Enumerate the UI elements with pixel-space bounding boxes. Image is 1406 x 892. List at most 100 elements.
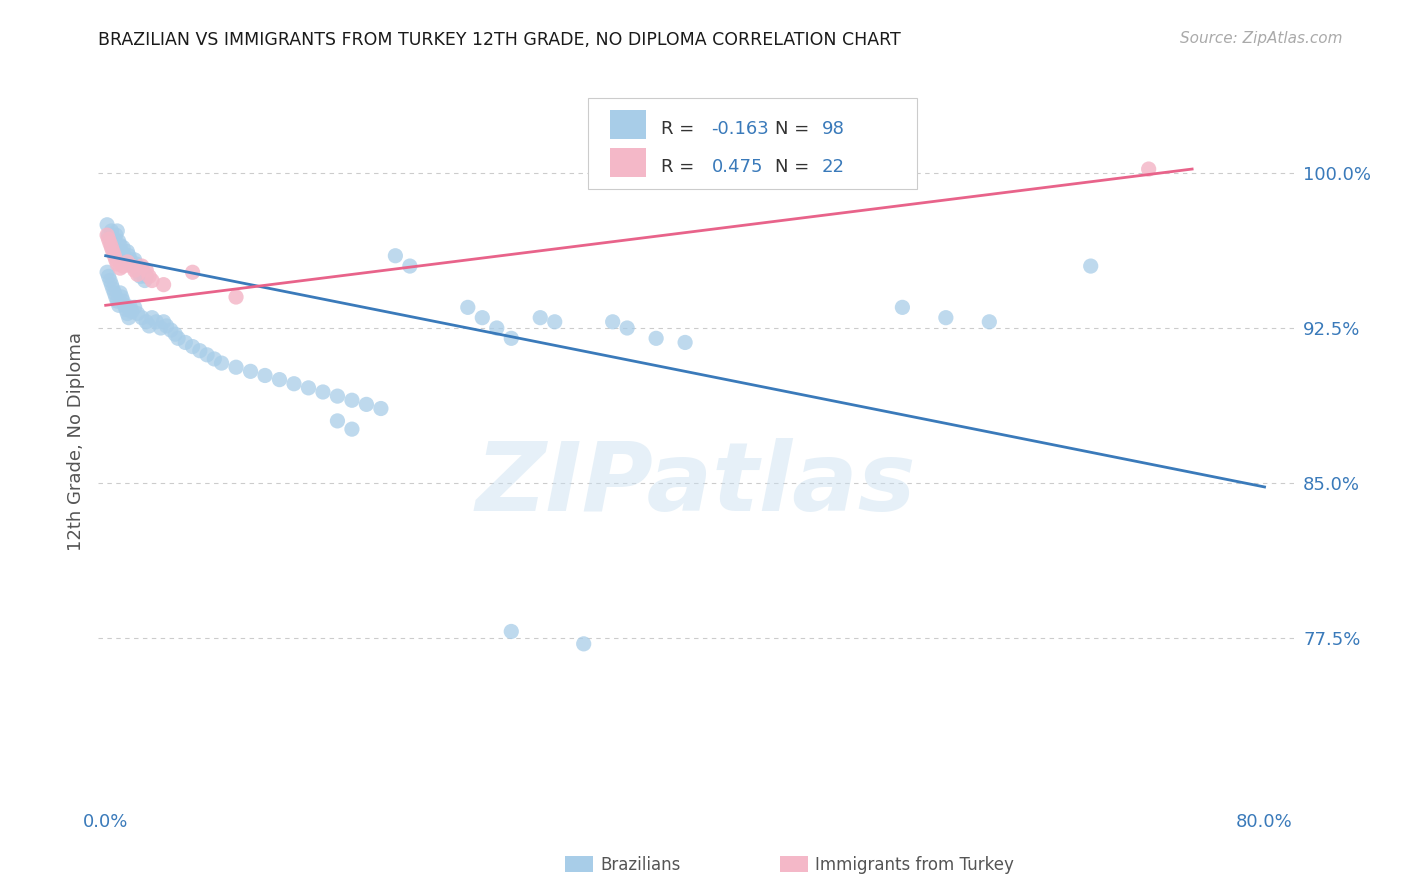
Point bbox=[134, 273, 156, 287]
Point bbox=[120, 252, 142, 267]
Point bbox=[101, 236, 124, 251]
Point bbox=[155, 318, 177, 333]
Point bbox=[152, 315, 174, 329]
Point bbox=[100, 277, 122, 292]
Point bbox=[326, 389, 349, 403]
Text: ZIPatlas: ZIPatlas bbox=[475, 438, 917, 532]
Point bbox=[125, 257, 148, 271]
Bar bbox=[610, 110, 645, 138]
Text: N =: N = bbox=[775, 158, 815, 176]
Point bbox=[135, 269, 157, 284]
Point bbox=[128, 265, 150, 279]
Point bbox=[105, 294, 128, 309]
Point bbox=[370, 401, 392, 416]
Point bbox=[616, 321, 638, 335]
Point bbox=[935, 310, 957, 325]
Point bbox=[105, 257, 128, 271]
Point bbox=[501, 331, 523, 345]
Point bbox=[399, 259, 422, 273]
Point bbox=[149, 321, 172, 335]
Text: -0.163: -0.163 bbox=[711, 120, 769, 137]
Point bbox=[97, 232, 120, 246]
Point bbox=[115, 302, 138, 317]
Point bbox=[141, 273, 163, 287]
Bar bbox=[610, 148, 645, 177]
Point bbox=[211, 356, 233, 370]
Point bbox=[112, 240, 135, 254]
Point bbox=[96, 218, 118, 232]
Point bbox=[117, 244, 139, 259]
Point bbox=[121, 257, 143, 271]
Point bbox=[127, 261, 149, 276]
Point bbox=[103, 285, 125, 300]
Point bbox=[121, 259, 143, 273]
Point bbox=[384, 249, 406, 263]
Point bbox=[340, 393, 363, 408]
Point bbox=[152, 277, 174, 292]
Point bbox=[297, 381, 319, 395]
Point bbox=[181, 265, 204, 279]
Point bbox=[145, 315, 167, 329]
Point bbox=[979, 315, 1001, 329]
FancyBboxPatch shape bbox=[589, 98, 917, 189]
Point bbox=[471, 310, 494, 325]
Text: Source: ZipAtlas.com: Source: ZipAtlas.com bbox=[1180, 31, 1343, 46]
Point bbox=[253, 368, 276, 383]
Point bbox=[98, 232, 121, 246]
Point bbox=[98, 273, 121, 287]
Point bbox=[108, 249, 131, 263]
Point bbox=[100, 224, 122, 238]
Point bbox=[160, 323, 183, 337]
Point bbox=[122, 259, 145, 273]
Point bbox=[127, 307, 149, 321]
Point bbox=[107, 235, 129, 249]
Point bbox=[544, 315, 567, 329]
Point bbox=[195, 348, 218, 362]
Point bbox=[131, 259, 153, 273]
Point bbox=[97, 228, 120, 243]
Point bbox=[239, 364, 262, 378]
Y-axis label: 12th Grade, No Diploma: 12th Grade, No Diploma bbox=[66, 332, 84, 551]
Point bbox=[121, 304, 143, 318]
Point bbox=[645, 331, 668, 345]
Point bbox=[1080, 259, 1102, 273]
Point bbox=[457, 301, 479, 315]
Point bbox=[108, 285, 131, 300]
Point bbox=[118, 310, 141, 325]
Text: 22: 22 bbox=[821, 158, 845, 176]
Point bbox=[165, 327, 187, 342]
Point bbox=[110, 244, 132, 259]
Point bbox=[104, 228, 127, 243]
Point bbox=[117, 307, 139, 321]
Point bbox=[135, 263, 157, 277]
Point bbox=[132, 265, 155, 279]
Point bbox=[167, 331, 190, 345]
Point bbox=[485, 321, 508, 335]
Point bbox=[501, 624, 523, 639]
Point bbox=[174, 335, 197, 350]
Point bbox=[225, 290, 247, 304]
Point bbox=[104, 290, 127, 304]
Point bbox=[202, 351, 225, 366]
Point bbox=[572, 637, 595, 651]
Point bbox=[340, 422, 363, 436]
Text: Immigrants from Turkey: Immigrants from Turkey bbox=[815, 856, 1014, 874]
Point bbox=[127, 268, 149, 282]
Point bbox=[269, 373, 291, 387]
Point bbox=[529, 310, 551, 325]
Point bbox=[138, 269, 160, 284]
Point bbox=[115, 252, 138, 267]
Text: R =: R = bbox=[661, 158, 700, 176]
Point bbox=[673, 335, 696, 350]
Point bbox=[312, 384, 335, 399]
Point bbox=[107, 298, 129, 312]
Point bbox=[97, 269, 120, 284]
Point bbox=[96, 228, 118, 243]
Text: 0.475: 0.475 bbox=[711, 158, 763, 176]
Text: R =: R = bbox=[661, 120, 700, 137]
Point bbox=[283, 376, 305, 391]
Point bbox=[120, 301, 142, 315]
Point bbox=[114, 298, 136, 312]
Point bbox=[129, 269, 152, 284]
Point bbox=[1137, 162, 1160, 177]
